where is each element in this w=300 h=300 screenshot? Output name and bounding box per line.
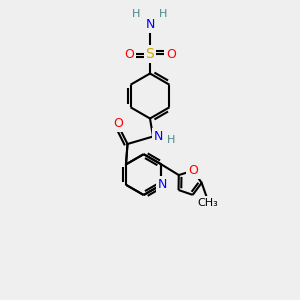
Text: O: O <box>114 117 123 130</box>
Text: H: H <box>132 9 141 20</box>
Text: O: O <box>124 47 134 61</box>
Text: N: N <box>158 178 167 191</box>
Text: N: N <box>154 130 163 143</box>
Text: H: H <box>159 9 168 20</box>
Text: O: O <box>188 164 198 177</box>
Text: S: S <box>146 47 154 61</box>
Text: O: O <box>166 47 176 61</box>
Text: H: H <box>167 135 175 145</box>
Text: CH₃: CH₃ <box>197 198 218 208</box>
Text: N: N <box>145 17 155 31</box>
